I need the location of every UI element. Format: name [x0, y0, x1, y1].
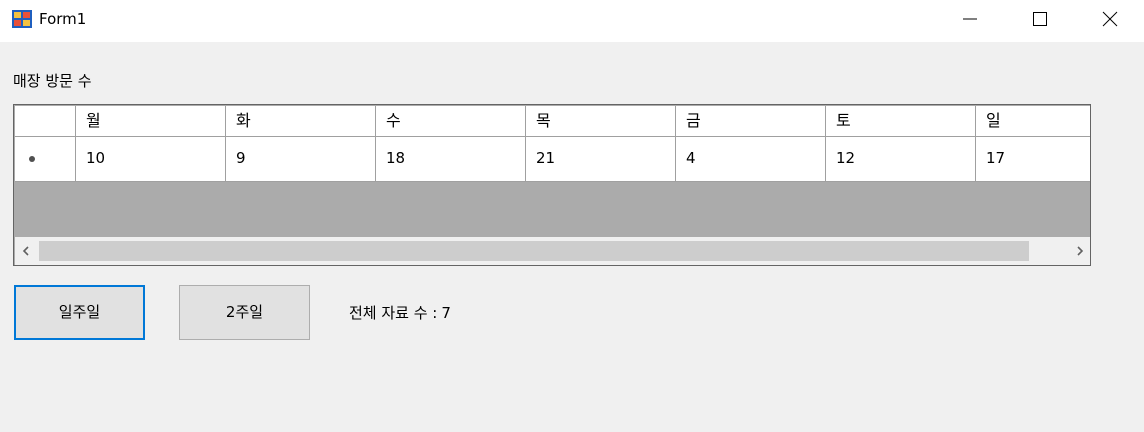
grid-cell[interactable]: 9	[226, 137, 376, 182]
table-row[interactable]: 10 9 18 21 4 12 17	[15, 137, 1090, 182]
column-header-wed[interactable]: 수	[376, 106, 526, 137]
row-header-cell[interactable]	[15, 137, 76, 182]
scroll-left-button[interactable]	[15, 237, 37, 265]
grid-cell[interactable]: 12	[826, 137, 976, 182]
one-week-button[interactable]: 일주일	[14, 285, 145, 340]
horizontal-scrollbar[interactable]	[15, 237, 1090, 265]
two-week-button[interactable]: 2주일	[179, 285, 310, 340]
column-header-sat[interactable]: 토	[826, 106, 976, 137]
title-bar: Form1	[0, 0, 1144, 42]
window-title: Form1	[39, 10, 87, 28]
scrollbar-thumb[interactable]	[39, 241, 1029, 261]
total-count-value: 7	[441, 304, 451, 322]
top-left-header-cell[interactable]	[15, 106, 76, 137]
total-count-label: 전체 자료 수 :	[349, 304, 438, 322]
chevron-right-icon	[1077, 246, 1084, 256]
minimize-button[interactable]	[935, 0, 1005, 38]
minimize-icon	[963, 18, 977, 20]
app-icon	[12, 10, 32, 28]
data-grid[interactable]: 월 화 수 목 금 토 일 10 9 18 21 4 12 17	[13, 104, 1091, 266]
maximize-icon	[1033, 12, 1047, 26]
column-header-fri[interactable]: 금	[676, 106, 826, 137]
close-icon	[1102, 11, 1118, 27]
column-header-mon[interactable]: 월	[76, 106, 226, 137]
total-count: 전체 자료 수 :7	[349, 302, 451, 323]
grid-cell[interactable]: 17	[976, 137, 1090, 182]
visits-label: 매장 방문 수	[13, 72, 92, 90]
close-button[interactable]	[1075, 0, 1144, 38]
column-header-tue[interactable]: 화	[226, 106, 376, 137]
column-header-sun[interactable]: 일	[976, 106, 1090, 137]
scroll-right-button[interactable]	[1069, 237, 1090, 265]
grid-cell[interactable]: 10	[76, 137, 226, 182]
new-row-icon	[29, 156, 35, 162]
grid-cell[interactable]: 18	[376, 137, 526, 182]
grid-cell[interactable]: 4	[676, 137, 826, 182]
chevron-left-icon	[22, 246, 29, 256]
grid-cell[interactable]: 21	[526, 137, 676, 182]
grid-header-row: 월 화 수 목 금 토 일	[15, 106, 1090, 137]
maximize-button[interactable]	[1005, 0, 1075, 38]
column-header-thu[interactable]: 목	[526, 106, 676, 137]
